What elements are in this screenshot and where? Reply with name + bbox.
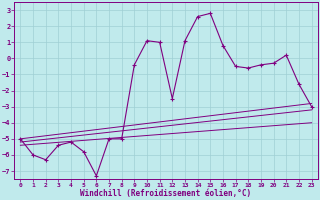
X-axis label: Windchill (Refroidissement éolien,°C): Windchill (Refroidissement éolien,°C) [80,189,252,198]
